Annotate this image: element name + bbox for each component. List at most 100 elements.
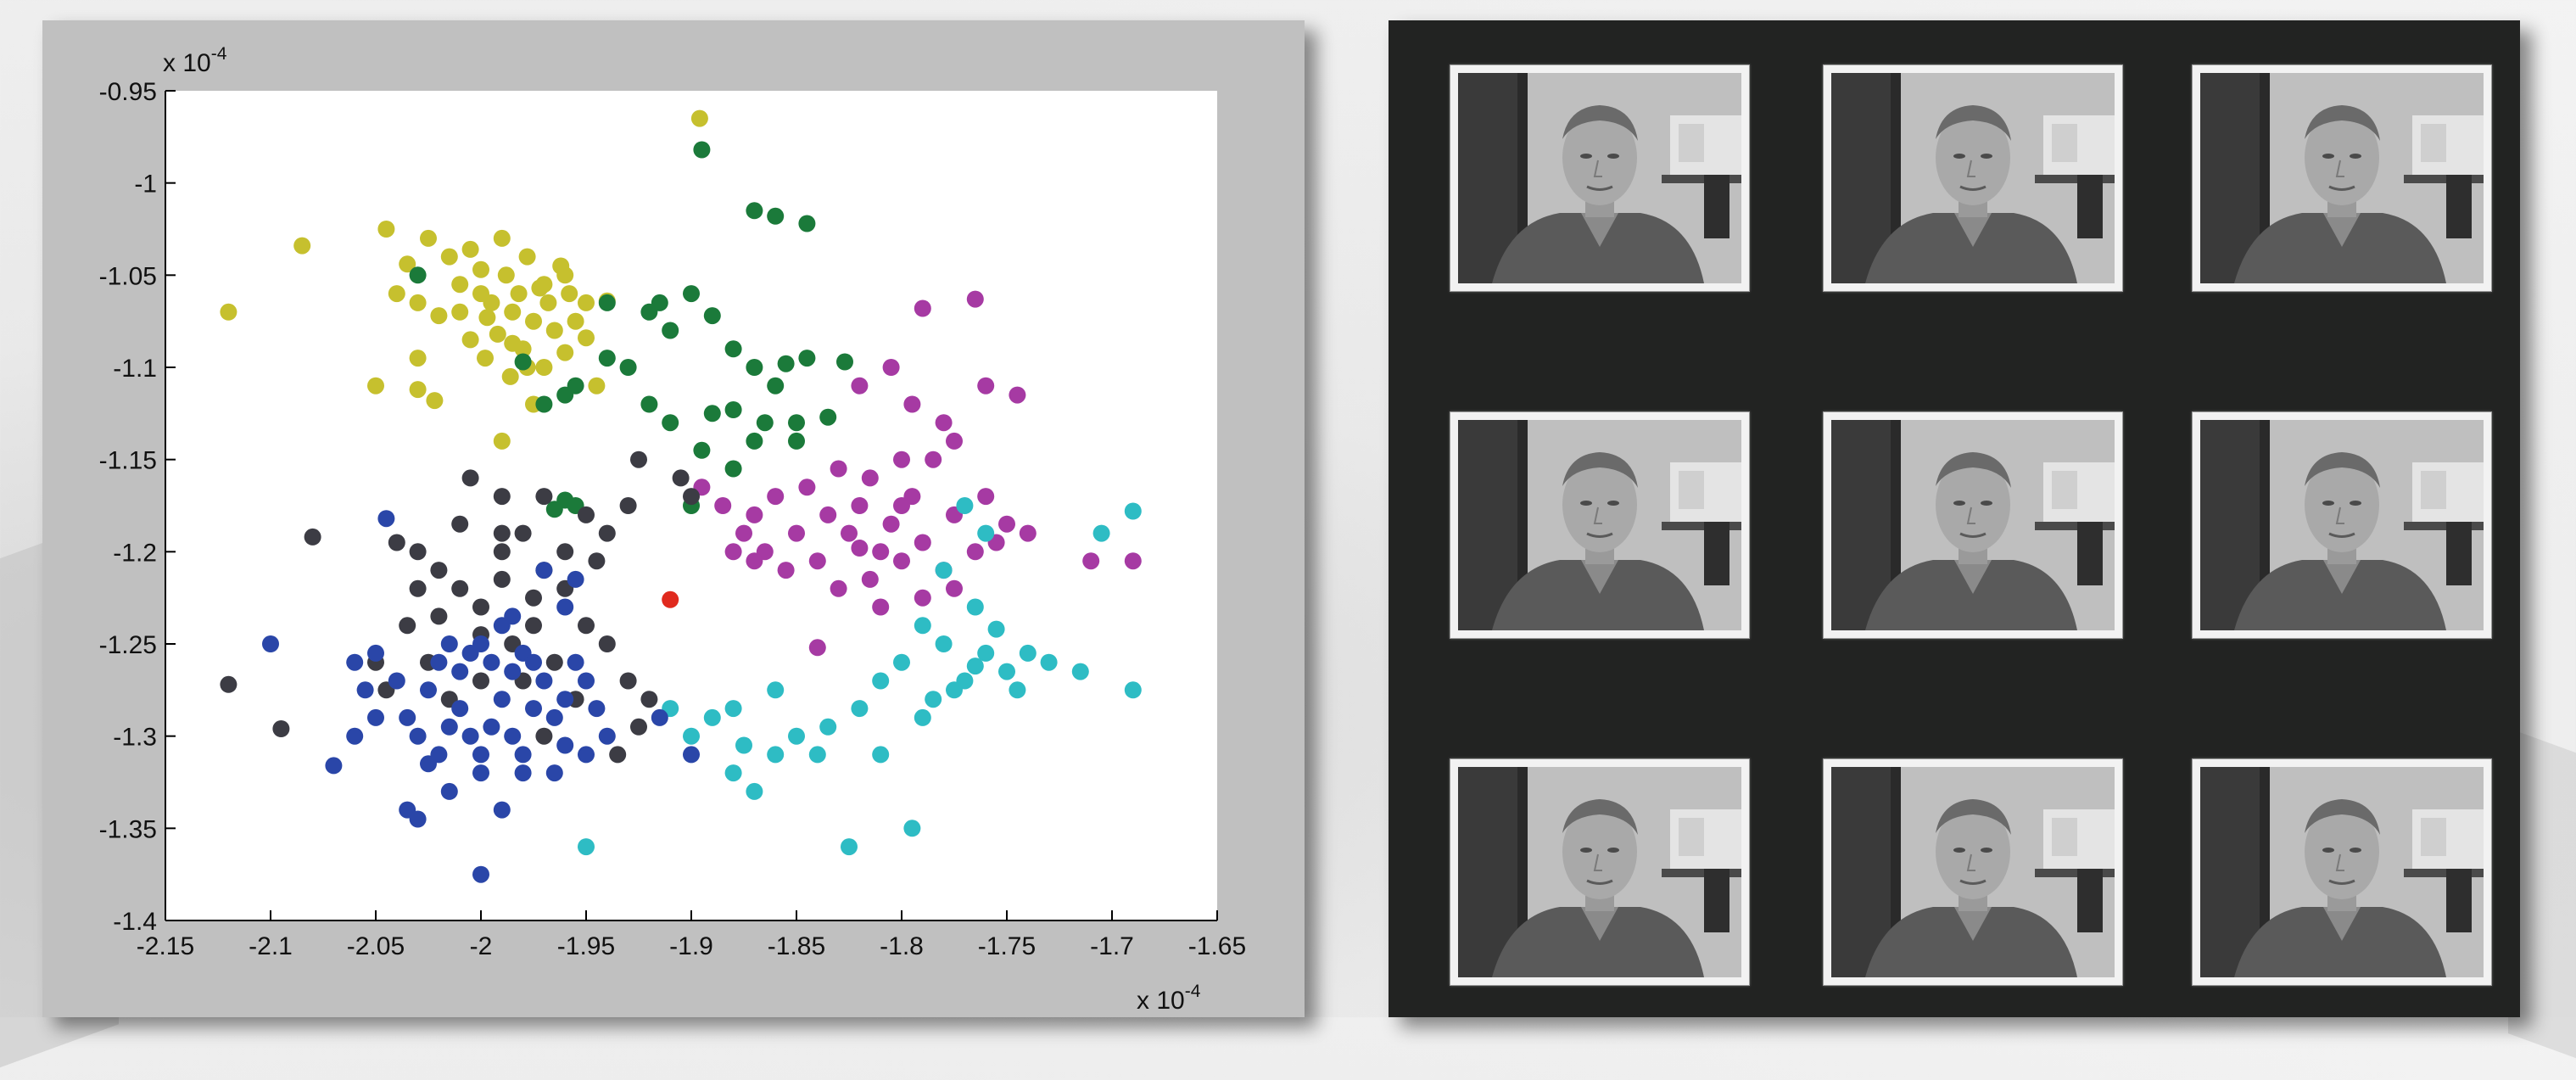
data-point [977,524,995,542]
data-point [767,746,785,764]
data-point [893,552,910,570]
face-photo [1450,64,1750,292]
data-point [767,207,785,225]
data-point [956,672,974,690]
y-tick-label: -1.35 [99,815,157,843]
data-point [598,635,616,652]
data-point [514,764,532,782]
y-tick-label: -1.3 [113,724,157,752]
face-image [2200,767,2484,977]
data-point [690,109,708,127]
data-point [998,515,1015,533]
data-point [703,307,721,325]
data-point [539,294,557,311]
data-point [998,663,1015,680]
data-point [788,414,805,432]
data-point [683,488,700,506]
data-point [356,681,374,699]
data-point [872,746,890,764]
data-point [461,727,479,745]
data-point [493,229,511,247]
data-point [777,562,795,579]
data-point [851,700,869,718]
data-point [388,285,405,303]
face-image [1458,767,1741,977]
data-point [767,681,785,699]
y-tick-label: -1.2 [113,539,157,567]
data-point [420,229,437,247]
data-point [556,266,574,284]
face-image [1831,767,2115,977]
data-point [977,488,995,506]
data-point [409,810,427,828]
data-point [1071,663,1089,680]
data-point [451,700,469,718]
data-point [518,248,536,266]
data-point [489,325,506,343]
data-point [304,528,321,546]
x-tick-label: -1.8 [880,932,924,960]
data-point [556,386,574,404]
data-point [872,543,890,561]
x-tick-label: -1.95 [557,932,615,960]
data-point [872,672,890,690]
data-point [483,718,500,736]
data-point [1124,552,1142,570]
data-point [1009,386,1026,404]
data-point [598,727,616,745]
data-point [220,675,237,693]
data-point [545,708,563,726]
data-point [841,838,858,856]
data-point [535,727,553,745]
data-point [493,801,511,819]
data-point [683,285,700,303]
data-point [525,700,542,718]
face-photo [2192,411,2492,639]
data-point [535,562,553,579]
data-point [535,359,553,376]
data-point [262,635,279,652]
data-point [461,240,479,258]
data-point [409,579,427,597]
data-point [788,727,805,745]
data-point [925,450,942,468]
data-point [472,598,489,616]
data-point [525,312,542,330]
data-point [367,708,384,726]
data-point [451,515,469,533]
data-point [956,497,974,514]
data-point [808,639,826,657]
data-point [861,469,879,487]
data-point [651,294,668,311]
data-point [914,617,931,635]
data-point [893,450,910,468]
x-tick-label: -1.85 [768,932,825,960]
data-point [903,820,921,837]
data-point [497,266,515,284]
data-point [662,590,679,608]
data-point [966,658,984,675]
data-point [724,764,742,782]
data-point [420,681,437,699]
y-tick-label: -1.1 [113,355,157,383]
data-point [409,381,427,399]
data-point [798,215,816,232]
data-point [440,635,458,652]
data-point [493,488,511,506]
data-point [830,579,847,597]
data-point [746,202,763,220]
data-point [567,312,584,330]
data-point [430,307,448,325]
data-point [598,350,616,367]
x-tick-label: -2 [470,932,493,960]
data-point [1009,681,1026,699]
data-point [724,460,742,478]
data-point [651,708,668,726]
face-thumbnails-panel [1389,20,2520,1017]
face-image [1831,420,2115,630]
data-point [472,672,489,690]
data-point [493,691,511,708]
data-point [472,746,489,764]
data-point [893,653,910,671]
y-ticks: -0.95 -1 -1.05 -1.1 -1.15 -1.2 -1.25 -1.3 -1.35 -… [99,78,176,936]
